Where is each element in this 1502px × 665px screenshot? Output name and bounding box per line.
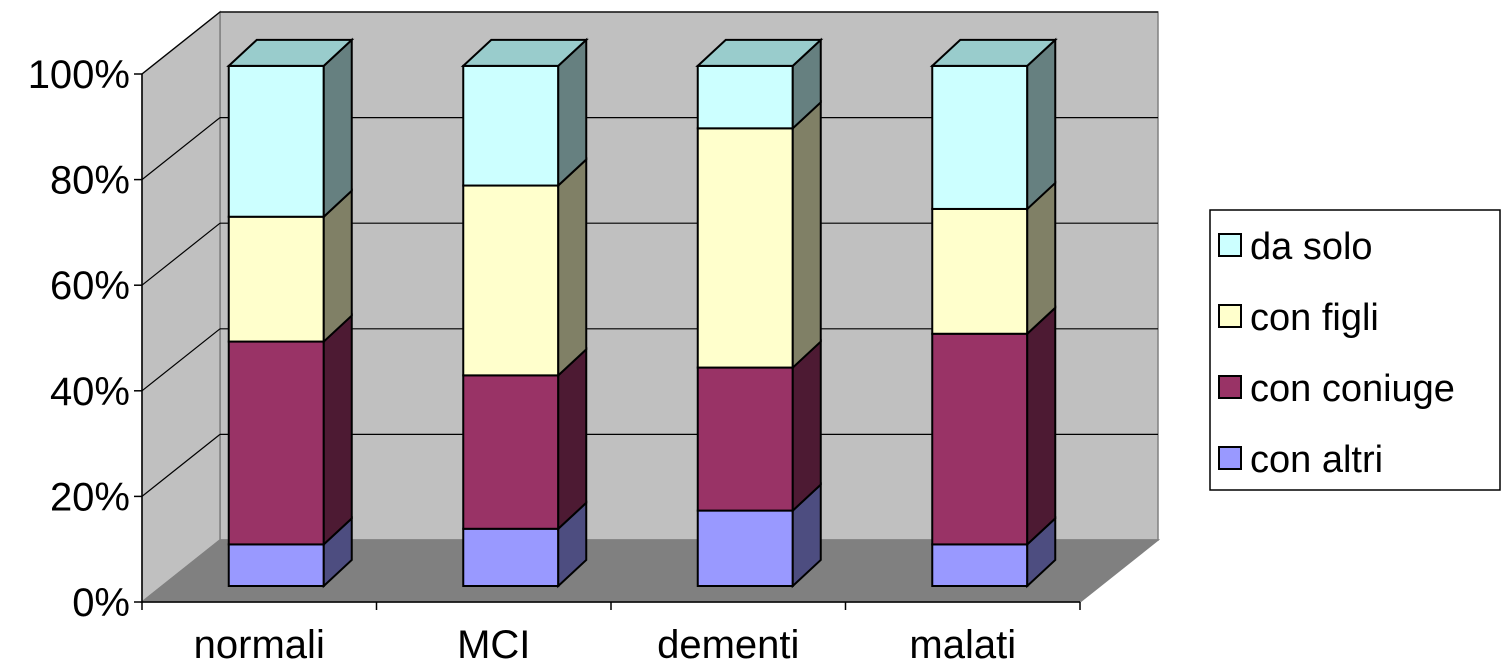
legend-box (1209, 209, 1501, 491)
bar-dementi-con-altri (696, 509, 794, 588)
bar-normali-da-solo (227, 64, 325, 218)
legend-label-da-solo: da solo (1250, 226, 1373, 268)
bar-MCI-da-solo (462, 64, 560, 187)
bar-MCI-con-altri (462, 527, 560, 587)
x-tick-label-malati: malati (909, 623, 1016, 665)
legend: da solo con figli con coniuge con altri (1209, 209, 1501, 491)
bar-MCI-con-figli (462, 184, 560, 377)
axes: 0% 20% 40% 60% 80% 100% normali MCI dementi malat… (28, 53, 1081, 665)
bar-MCI-con-coniuge (462, 374, 560, 530)
x-tick-label-MCI: MCI (457, 623, 530, 665)
bar-dementi-con-figli (696, 127, 794, 369)
y-tick-label: 40% (50, 370, 130, 414)
bar-dementi-da-solo (696, 64, 794, 130)
bar-normali-con-altri (227, 543, 325, 588)
bar-side-MCI-con-figli (557, 157, 588, 378)
side-wall (141, 10, 221, 604)
bar-top-MCI (460, 38, 589, 67)
bar-side-MCI-con-coniuge (557, 347, 588, 532)
bar-side-dementi-con-figli (791, 100, 822, 370)
bar-top-normali (226, 38, 355, 67)
legend-swatch-con-figli (1218, 304, 1242, 328)
y-tick-label: 100% (28, 53, 130, 97)
y-tick-label: 20% (50, 475, 130, 519)
legend-label-con-altri: con altri (1250, 439, 1383, 481)
gridline-side (141, 328, 221, 392)
bar-side-malati-con-coniuge (1026, 305, 1057, 547)
y-tick-label: 80% (50, 159, 130, 203)
bar-normali-con-coniuge (227, 340, 325, 546)
bar-malati-con-figli (931, 207, 1029, 335)
bar-side-normali-con-coniuge (322, 313, 353, 547)
bar-side-malati-da-solo (1026, 37, 1057, 212)
bar-side-dementi-con-coniuge (791, 339, 822, 513)
bar-dementi-con-coniuge (696, 366, 794, 512)
chart-walls (139, 10, 1161, 604)
x-tick-label-dementi: dementi (657, 623, 799, 665)
bars (226, 37, 1058, 589)
legend-label-con-coniuge: con coniuge (1250, 368, 1455, 410)
bar-malati-con-altri (931, 543, 1029, 588)
legend-label-con-figli: con figli (1250, 297, 1379, 339)
bar-top-malati (929, 38, 1058, 67)
gridline-side (141, 11, 221, 75)
gridline-side (141, 117, 221, 181)
bar-malati-da-solo (931, 64, 1029, 210)
y-tick-label: 0% (72, 581, 130, 625)
gridline-side (141, 433, 221, 497)
bar-top-dementi (695, 38, 824, 67)
bar-side-normali-da-solo (322, 37, 353, 220)
legend-swatch-con-coniuge (1218, 375, 1242, 399)
bar-normali-con-figli (227, 215, 325, 343)
x-tick-label-normali: normali (194, 623, 325, 665)
legend-swatch-con-altri (1218, 446, 1242, 470)
legend-swatch-da-solo (1218, 233, 1242, 257)
gridline-side (141, 222, 221, 286)
y-tick-label: 60% (50, 264, 130, 308)
bar-malati-con-coniuge (931, 332, 1029, 546)
